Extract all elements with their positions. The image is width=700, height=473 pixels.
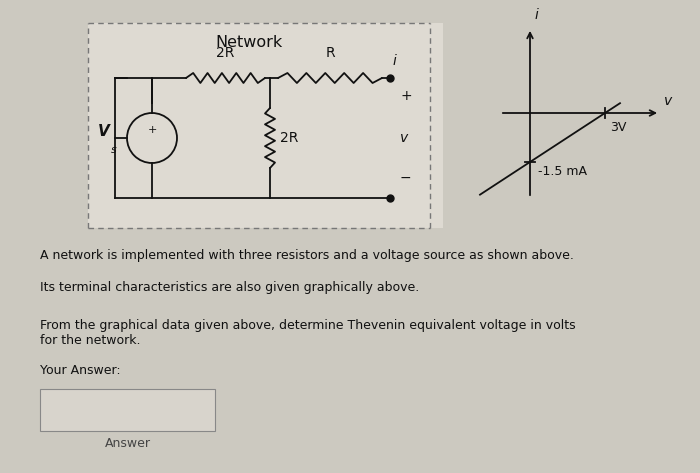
Text: -1.5 mA: -1.5 mA: [538, 165, 587, 178]
Text: Its terminal characteristics are also given graphically above.: Its terminal characteristics are also gi…: [40, 281, 419, 295]
FancyBboxPatch shape: [88, 23, 443, 228]
Text: From the graphical data given above, determine Thevenin equivalent voltage in vo: From the graphical data given above, det…: [40, 318, 575, 332]
Text: R: R: [326, 46, 335, 60]
Text: 2R: 2R: [280, 131, 298, 145]
Text: Your Answer:: Your Answer:: [40, 363, 120, 377]
Text: s: s: [111, 145, 117, 155]
Text: A network is implemented with three resistors and a voltage source as shown abov: A network is implemented with three resi…: [40, 248, 574, 262]
Text: Network: Network: [216, 35, 283, 50]
Text: i: i: [535, 8, 539, 22]
Text: i: i: [393, 54, 397, 68]
Text: 3V: 3V: [610, 121, 627, 134]
Text: −: −: [400, 171, 412, 185]
Text: +: +: [147, 125, 157, 135]
Text: for the network.: for the network.: [40, 333, 141, 347]
FancyBboxPatch shape: [40, 389, 215, 431]
Text: V: V: [98, 124, 110, 140]
Text: v: v: [664, 94, 672, 108]
Text: 2R: 2R: [216, 46, 235, 60]
Text: +: +: [400, 89, 412, 103]
Text: Answer: Answer: [105, 437, 151, 449]
Text: v: v: [400, 131, 408, 145]
